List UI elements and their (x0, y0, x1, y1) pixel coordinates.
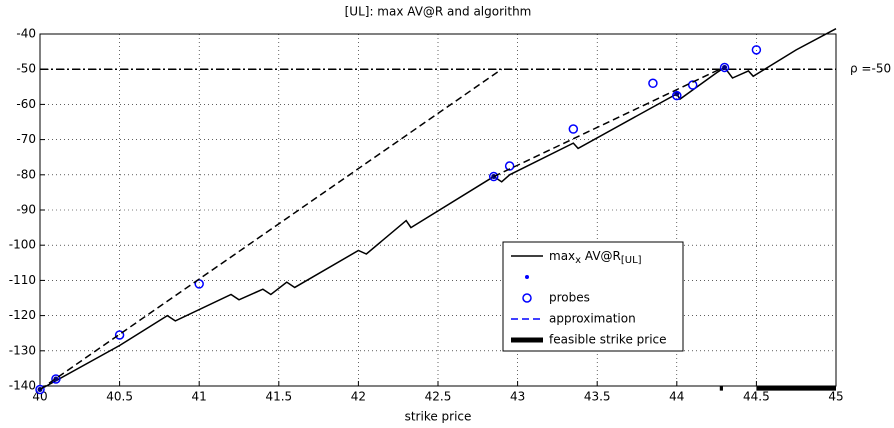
annotation: ρ =-50 (850, 62, 891, 76)
legend-swatch (522, 293, 532, 303)
x-tick-label: 45 (828, 390, 843, 404)
series-line (493, 68, 721, 178)
legend: maxx AV@R[UL] probes approximation feasible… (502, 241, 684, 352)
probe-marker (568, 124, 579, 134)
x-tick-label: 43 (510, 390, 525, 404)
legend-box (502, 241, 684, 352)
probe-marker (114, 330, 125, 340)
point (674, 91, 680, 97)
probe-marker (648, 78, 658, 89)
probe-marker (751, 45, 762, 55)
y-tick-label: -60 (16, 97, 36, 111)
x-tick-label: 42.5 (425, 390, 452, 404)
chart-title: [UL]: max AV@R and algorithm (345, 5, 532, 19)
legend-label-part: x (575, 255, 581, 266)
probe-marker (504, 161, 515, 171)
x-tick-label: 41.5 (265, 390, 292, 404)
legend-label-part: AV@R (581, 249, 621, 263)
y-tick-label: -50 (16, 62, 36, 76)
y-tick-label: -70 (16, 132, 36, 146)
legend-label-part: max (549, 249, 575, 263)
x-tick-label: 42 (351, 390, 366, 404)
probe-marker (488, 171, 499, 182)
y-tick-label: -120 (9, 308, 36, 322)
y-tick-label: -40 (16, 27, 36, 41)
probe-marker (51, 374, 61, 384)
x-tick-label: 41 (192, 390, 207, 404)
legend-swatch (525, 275, 529, 279)
series-line (39, 28, 837, 391)
legend-label-part: [UL] (621, 255, 642, 266)
probe-marker (672, 90, 682, 101)
y-tick-label: -90 (16, 203, 36, 217)
y-tick-label: -140 (9, 379, 36, 393)
legend-label: feasible strike price (549, 333, 667, 347)
y-tick-label: -110 (9, 273, 36, 287)
x-tick-label: 43.5 (584, 390, 611, 404)
probe-marker (719, 62, 730, 73)
series-line (39, 68, 503, 391)
x-axis-label: strike price (405, 410, 472, 424)
plot-frame (39, 33, 837, 387)
legend-label: approximation (549, 312, 636, 326)
probe-marker (687, 80, 698, 90)
x-tick-label: 40 (32, 390, 47, 404)
y-tick-label: -80 (16, 167, 36, 181)
legend-label: maxx AV@R[UL] (549, 249, 642, 267)
x-tick-label: 44.5 (743, 390, 770, 404)
legend-label: probes (549, 291, 590, 305)
point (722, 64, 728, 70)
x-tick-label: 44 (669, 390, 684, 404)
probe-marker (35, 384, 45, 395)
y-tick-label: -100 (9, 238, 36, 252)
y-tick-label: -130 (9, 343, 36, 357)
x-tick-label: 40.5 (106, 390, 133, 404)
